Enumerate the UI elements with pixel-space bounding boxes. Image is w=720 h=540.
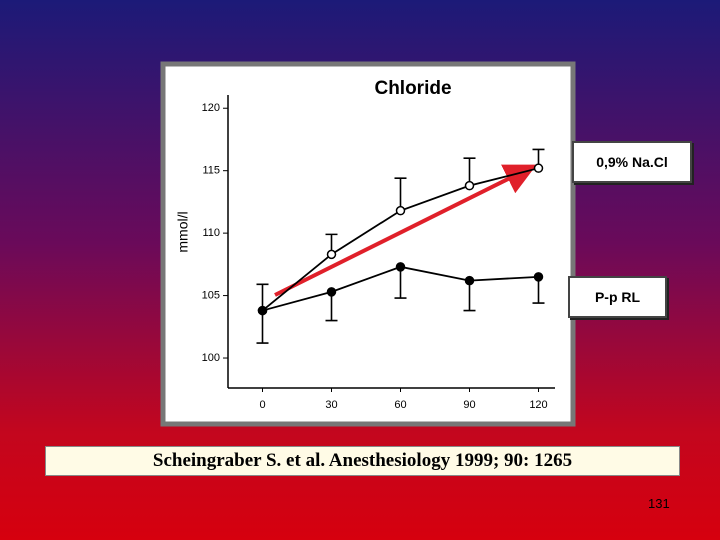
data-point	[257, 305, 268, 316]
error-bar	[325, 291, 338, 322]
error-bar	[394, 177, 407, 211]
error-bar	[256, 310, 269, 344]
y-tick-label: 120	[202, 102, 220, 114]
y-tick-label: 115	[202, 165, 220, 177]
y-tick-label: 110	[202, 227, 220, 239]
error-bar	[463, 280, 476, 312]
x-tick-label: 60	[394, 399, 406, 411]
data-point	[326, 287, 337, 297]
trend-arrow	[274, 164, 537, 297]
x-tick-label: 90	[463, 399, 475, 411]
x-tick-label: 0	[259, 399, 265, 411]
x-tick-label: 120	[529, 399, 547, 411]
data-point	[533, 272, 544, 282]
x-tick-label: 30	[325, 399, 337, 411]
data-point	[395, 205, 406, 216]
citation: Scheingraber S. et al. Anesthesiology 19…	[45, 446, 680, 476]
chart-title: Chloride	[374, 78, 451, 99]
data-point	[395, 262, 406, 272]
data-point	[326, 249, 337, 260]
chart-frame	[160, 61, 576, 427]
error-bar	[394, 266, 407, 299]
legend-entry: 0,9% Na.Cl	[572, 141, 692, 183]
y-tick-label: 105	[202, 289, 220, 301]
y-axis-label: mmol/l	[175, 211, 191, 252]
page-number: 131	[648, 496, 670, 511]
data-point	[533, 163, 544, 173]
y-tick-label: 100	[202, 352, 220, 364]
data-point	[464, 275, 475, 286]
legend-entry: P-p RL	[568, 276, 667, 318]
data-point	[464, 180, 475, 191]
